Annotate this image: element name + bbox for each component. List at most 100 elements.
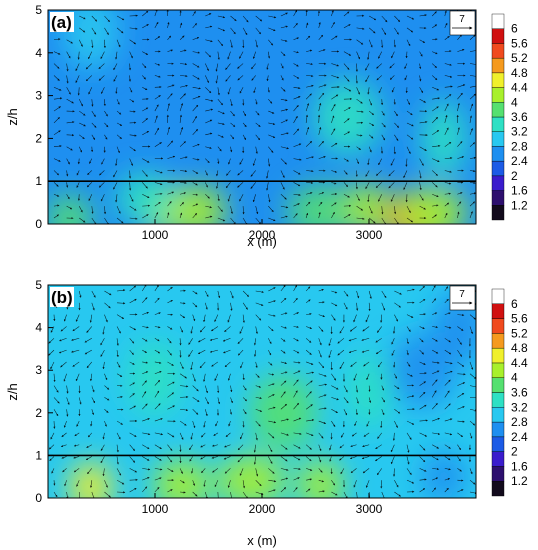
- panel-a-vector: [154, 63, 161, 66]
- panel-b-vector: [394, 373, 398, 379]
- panel-a-vector: [318, 22, 321, 28]
- panel-a-vector: [227, 194, 231, 202]
- panel-a-vector: [343, 170, 348, 175]
- panel-a-vector: [293, 213, 298, 219]
- panel-a-vector: [268, 158, 271, 167]
- panel-a-vector: [237, 182, 244, 188]
- panel-b-vector: [406, 432, 412, 440]
- panel-a-vector: [142, 118, 148, 124]
- panel-b-vector: [104, 397, 110, 401]
- panel-a-vector: [381, 134, 386, 141]
- panel-b-vector: [224, 326, 231, 332]
- panel-a-vector: [116, 110, 122, 115]
- panel-b-vector: [102, 432, 105, 440]
- panel-a-vector: [85, 75, 93, 82]
- panel-b-vector: [116, 395, 123, 399]
- panel-b-vector: [167, 300, 173, 304]
- panel-a-vector: [53, 145, 62, 148]
- panel-a-vector: [280, 158, 287, 165]
- panel-a-vector: [101, 158, 105, 165]
- panel-a-vector: [180, 181, 187, 184]
- panel-b-vector: [293, 297, 298, 304]
- panel-b-vector: [199, 326, 206, 333]
- panel-a-vector: [394, 122, 400, 128]
- panel-b-vector: [377, 326, 382, 333]
- panel-b-x-tick-label: 1000: [142, 502, 169, 516]
- panel-a-vector: [99, 170, 105, 176]
- panel-b-vector: [63, 373, 67, 382]
- panel-b-vector: [116, 468, 122, 476]
- panel-b-vector: [268, 383, 275, 386]
- panel-b-vector: [268, 468, 275, 474]
- panel-a-vector: [103, 206, 107, 215]
- panel-a-vector: [167, 191, 175, 195]
- panel-b-vector: [318, 361, 325, 369]
- panel-b-vector: [431, 390, 437, 398]
- panel-b-hotspot: [127, 340, 183, 417]
- panel-a-vector: [378, 194, 383, 202]
- panel-b-vector: [224, 444, 231, 448]
- panel-b-vector: [129, 382, 135, 386]
- panel-a-vector: [91, 39, 94, 48]
- panel-b-vector: [242, 314, 245, 323]
- panel-b-vector: [419, 349, 424, 355]
- panel-b-vector: [242, 290, 249, 297]
- panel-a-vector: [393, 146, 396, 155]
- panel-a-vector: [205, 39, 213, 43]
- panel-b-vector: [237, 456, 244, 463]
- panel-b-vector: [268, 361, 273, 366]
- panel-a-vector: [230, 99, 233, 107]
- panel-a-vector: [331, 182, 337, 185]
- panel-a-vector: [250, 170, 256, 177]
- panel-b-vector: [224, 361, 231, 368]
- colorbar-b-swatch: [491, 362, 505, 378]
- panel-a-vector: [390, 194, 395, 202]
- panel-b-vector: [457, 456, 461, 462]
- panel-a-vector: [179, 93, 186, 100]
- panel-a-vector: [469, 201, 476, 207]
- panel-b-vector: [116, 456, 119, 465]
- panel-a-vector: [217, 146, 222, 152]
- panel-a-vector: [113, 63, 118, 71]
- panel-a-vector: [113, 182, 118, 190]
- panel-a-vector: [381, 15, 388, 23]
- panel-a-vector: [129, 98, 135, 103]
- panel-a-vector: [251, 63, 256, 70]
- panel-a-vector: [469, 211, 473, 219]
- panel-b-vector: [224, 468, 231, 474]
- panel-a-vector: [53, 130, 61, 136]
- panel-b-vector: [391, 338, 395, 345]
- panel-a-vector: [469, 156, 476, 159]
- panel-a-vector: [142, 204, 151, 207]
- panel-a-vector: [217, 15, 226, 19]
- panel-a-vector: [394, 134, 399, 141]
- panel-b-vector: [192, 409, 199, 415]
- panel-b-vector: [48, 444, 55, 450]
- panel-b-vector: [209, 349, 218, 353]
- panel-a-vector: [179, 35, 185, 40]
- panel-a-vector: [331, 115, 335, 124]
- panel-a-vector: [66, 194, 70, 200]
- panel-b-vector: [444, 361, 453, 365]
- panel-b-vector: [349, 456, 357, 460]
- panel-a-vector: [66, 51, 71, 59]
- panel-b-vector: [50, 361, 55, 370]
- panel-a-vector: [444, 156, 453, 160]
- panel-a-vector: [180, 170, 188, 173]
- panel-a-vector: [406, 15, 415, 20]
- panel-b-vector: [331, 302, 338, 307]
- panel-b-vector: [240, 361, 244, 369]
- panel-b-vector: [230, 385, 233, 393]
- panel-a-x-tick-label: 1000: [142, 228, 169, 242]
- panel-a-vector: [280, 215, 288, 219]
- panel-b-vector: [63, 314, 67, 322]
- panel-b-vector: [211, 456, 218, 459]
- panel-b-vector: [432, 370, 440, 375]
- panel-b-y-tick-label: 0: [35, 491, 42, 505]
- panel-b-vector: [180, 385, 189, 388]
- panel-a-vector: [365, 75, 370, 83]
- panel-a-hotspot: [399, 187, 468, 224]
- panel-a-vector: [217, 217, 226, 222]
- panel-a-vector: [305, 93, 312, 100]
- panel-a-vector: [230, 217, 236, 224]
